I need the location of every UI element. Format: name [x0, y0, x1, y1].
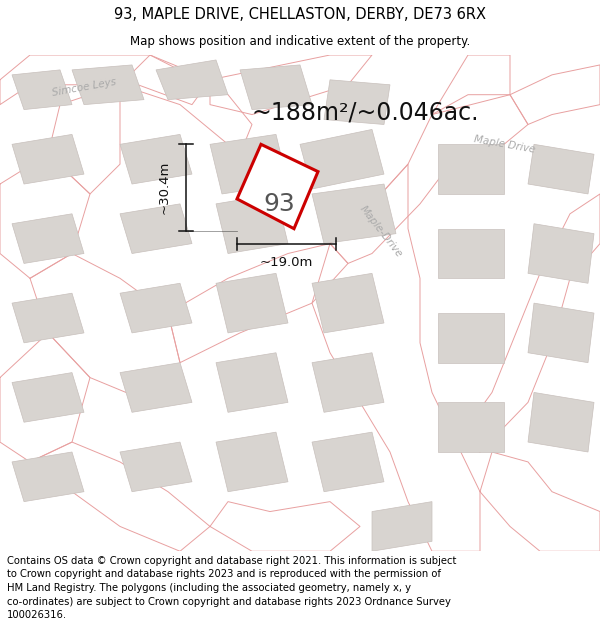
Polygon shape: [528, 303, 594, 362]
Polygon shape: [216, 273, 288, 333]
Polygon shape: [12, 70, 72, 109]
Polygon shape: [528, 392, 594, 452]
Polygon shape: [216, 432, 288, 492]
Polygon shape: [156, 60, 228, 99]
Polygon shape: [120, 134, 192, 184]
Polygon shape: [312, 184, 396, 244]
Text: ~30.4m: ~30.4m: [158, 161, 171, 214]
Text: 93: 93: [263, 192, 295, 216]
Polygon shape: [438, 144, 504, 194]
Text: 100026316.: 100026316.: [7, 610, 67, 620]
Text: HM Land Registry. The polygons (including the associated geometry, namely x, y: HM Land Registry. The polygons (includin…: [7, 583, 411, 593]
Polygon shape: [12, 452, 84, 502]
Polygon shape: [120, 442, 192, 492]
Text: Contains OS data © Crown copyright and database right 2021. This information is : Contains OS data © Crown copyright and d…: [7, 556, 457, 566]
Polygon shape: [120, 362, 192, 413]
Polygon shape: [312, 273, 384, 333]
Polygon shape: [120, 204, 192, 254]
Text: co-ordinates) are subject to Crown copyright and database rights 2023 Ordnance S: co-ordinates) are subject to Crown copyr…: [7, 597, 451, 607]
Polygon shape: [237, 144, 318, 229]
Polygon shape: [12, 134, 84, 184]
Polygon shape: [438, 229, 504, 278]
Polygon shape: [324, 80, 390, 124]
Text: ~188m²/~0.046ac.: ~188m²/~0.046ac.: [252, 100, 479, 124]
Polygon shape: [12, 214, 84, 263]
Text: 93, MAPLE DRIVE, CHELLASTON, DERBY, DE73 6RX: 93, MAPLE DRIVE, CHELLASTON, DERBY, DE73…: [114, 7, 486, 22]
Polygon shape: [216, 194, 288, 254]
Polygon shape: [528, 224, 594, 283]
Polygon shape: [438, 313, 504, 362]
Polygon shape: [12, 372, 84, 423]
Polygon shape: [210, 134, 288, 194]
Text: Simcoe Leys: Simcoe Leys: [51, 77, 117, 98]
Polygon shape: [528, 144, 594, 194]
Text: to Crown copyright and database rights 2023 and is reproduced with the permissio: to Crown copyright and database rights 2…: [7, 569, 441, 579]
Polygon shape: [72, 65, 144, 104]
Polygon shape: [312, 352, 384, 412]
Text: Maple-Drive: Maple-Drive: [358, 203, 404, 259]
Polygon shape: [12, 293, 84, 343]
Polygon shape: [372, 502, 432, 551]
Polygon shape: [240, 65, 312, 109]
Polygon shape: [438, 402, 504, 452]
Polygon shape: [120, 283, 192, 333]
Polygon shape: [312, 432, 384, 492]
Polygon shape: [300, 129, 384, 189]
Text: ~19.0m: ~19.0m: [260, 256, 313, 269]
Text: Maple Drive: Maple Drive: [473, 134, 535, 154]
Polygon shape: [216, 352, 288, 412]
Text: Map shows position and indicative extent of the property.: Map shows position and indicative extent…: [130, 35, 470, 48]
